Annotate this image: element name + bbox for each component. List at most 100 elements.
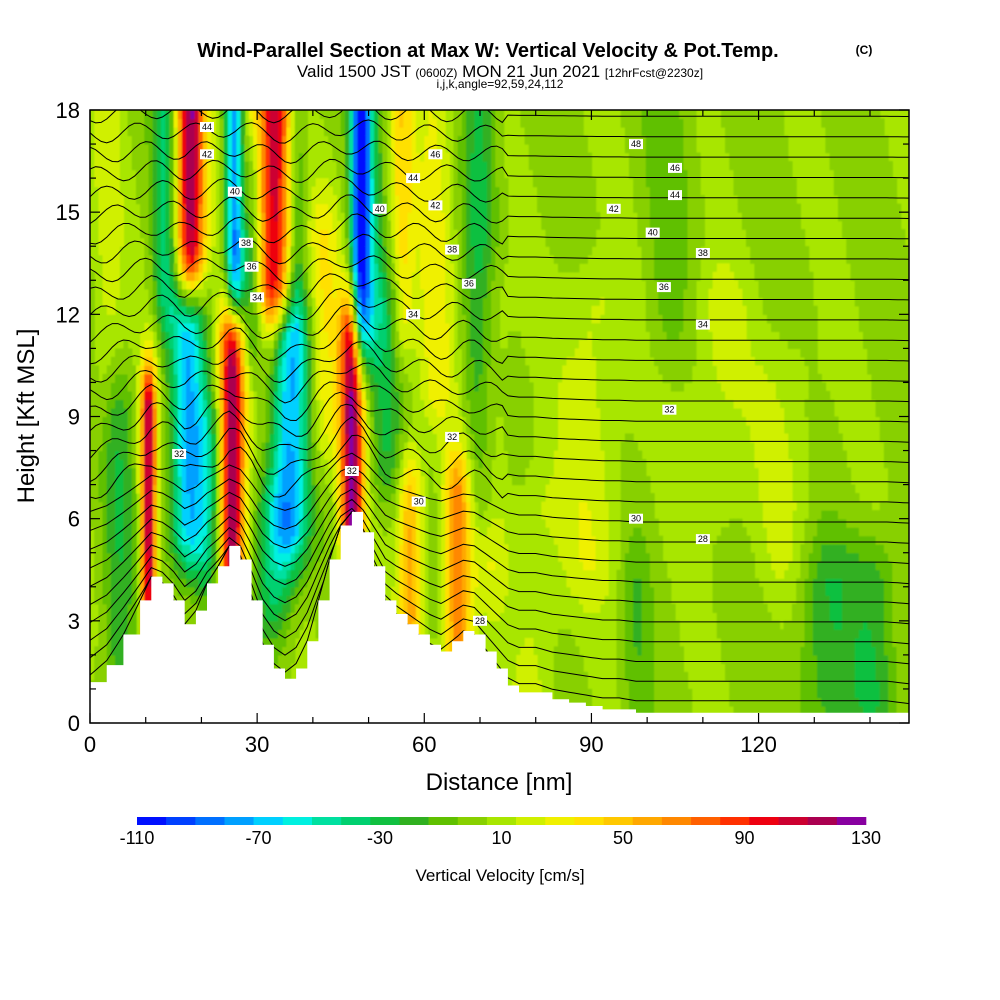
w-cell xyxy=(357,322,363,332)
w-cell xyxy=(273,382,279,392)
w-cell xyxy=(90,305,95,315)
w-cell xyxy=(102,297,108,307)
w-cell xyxy=(420,169,425,179)
w-cell xyxy=(328,212,333,222)
w-cell xyxy=(194,408,200,418)
w-cell xyxy=(106,510,112,520)
w-cell xyxy=(290,603,296,613)
w-cell xyxy=(395,186,400,196)
w-cell xyxy=(181,195,187,205)
subtitle-date: MON 21 Jun 2021 xyxy=(457,62,604,81)
w-cell xyxy=(407,561,413,571)
w-cell xyxy=(144,203,150,213)
w-cell xyxy=(140,595,145,605)
w-cell xyxy=(123,595,129,605)
w-cell xyxy=(378,467,384,477)
w-cell xyxy=(294,280,300,290)
w-cell xyxy=(152,356,158,366)
w-cell xyxy=(344,271,350,281)
w-cell xyxy=(115,229,120,239)
w-cell xyxy=(324,518,329,528)
w-cell xyxy=(273,408,279,418)
w-cell xyxy=(102,484,108,494)
w-cell xyxy=(365,280,371,290)
w-cell xyxy=(219,203,225,213)
w-cell xyxy=(144,169,150,179)
w-cell xyxy=(282,263,287,273)
w-cell xyxy=(378,195,384,205)
w-cell xyxy=(282,629,287,639)
w-cell xyxy=(273,450,279,460)
w-cell xyxy=(278,654,283,664)
w-cell xyxy=(244,373,250,383)
w-cell xyxy=(169,484,175,494)
w-cell xyxy=(152,544,158,554)
w-cell xyxy=(106,288,112,298)
w-cell xyxy=(257,459,262,469)
w-cell xyxy=(298,476,304,486)
w-cell xyxy=(374,229,379,239)
w-cell xyxy=(211,527,216,537)
w-cell xyxy=(240,169,246,179)
w-cell xyxy=(148,263,154,273)
w-cell xyxy=(286,212,292,222)
w-cell xyxy=(286,459,292,469)
w-cell xyxy=(286,620,292,630)
w-cell xyxy=(340,408,346,418)
w-cell xyxy=(115,425,120,435)
w-cell xyxy=(202,510,208,520)
w-cell xyxy=(386,493,392,503)
w-cell xyxy=(273,152,279,162)
w-cell xyxy=(294,493,300,503)
w-cell xyxy=(152,212,158,222)
w-cell xyxy=(186,144,191,154)
w-cell xyxy=(190,220,196,230)
w-cell xyxy=(399,450,404,460)
w-cell xyxy=(294,450,300,460)
w-cell xyxy=(319,527,325,537)
w-cell xyxy=(119,399,125,409)
w-cell xyxy=(361,195,367,205)
w-cell xyxy=(219,322,225,332)
w-cell xyxy=(177,373,183,383)
w-cell xyxy=(294,629,300,639)
w-cell xyxy=(169,348,175,358)
w-cell xyxy=(244,425,250,435)
w-cell xyxy=(428,603,434,613)
w-cell xyxy=(298,467,304,477)
w-cell xyxy=(102,135,108,145)
w-cell xyxy=(303,322,308,332)
w-cell xyxy=(315,288,321,298)
w-cell xyxy=(207,110,212,120)
w-cell xyxy=(236,501,242,511)
w-cell xyxy=(106,391,112,401)
w-cell xyxy=(140,229,145,239)
w-cell xyxy=(148,331,154,341)
w-cell xyxy=(307,220,313,230)
w-cell xyxy=(240,322,246,332)
w-cell xyxy=(357,425,363,435)
w-cell xyxy=(119,348,125,358)
w-cell xyxy=(257,493,262,503)
w-cell xyxy=(207,203,212,213)
w-cell xyxy=(115,178,120,188)
w-cell xyxy=(190,161,196,171)
w-cell xyxy=(106,595,112,605)
w-cell xyxy=(432,416,438,426)
w-cell xyxy=(131,161,137,171)
w-cell xyxy=(165,288,170,298)
w-cell xyxy=(420,212,425,222)
w-cell xyxy=(273,186,279,196)
w-cell xyxy=(181,552,187,562)
w-cell xyxy=(278,152,283,162)
w-cell xyxy=(340,305,346,315)
w-cell xyxy=(349,433,354,443)
w-cell xyxy=(156,399,162,409)
w-cell xyxy=(298,118,304,128)
w-cell xyxy=(278,561,283,571)
w-cell xyxy=(420,586,425,596)
w-cell xyxy=(161,186,166,196)
w-cell xyxy=(382,331,388,341)
w-cell xyxy=(382,288,388,298)
w-cell xyxy=(319,476,325,486)
